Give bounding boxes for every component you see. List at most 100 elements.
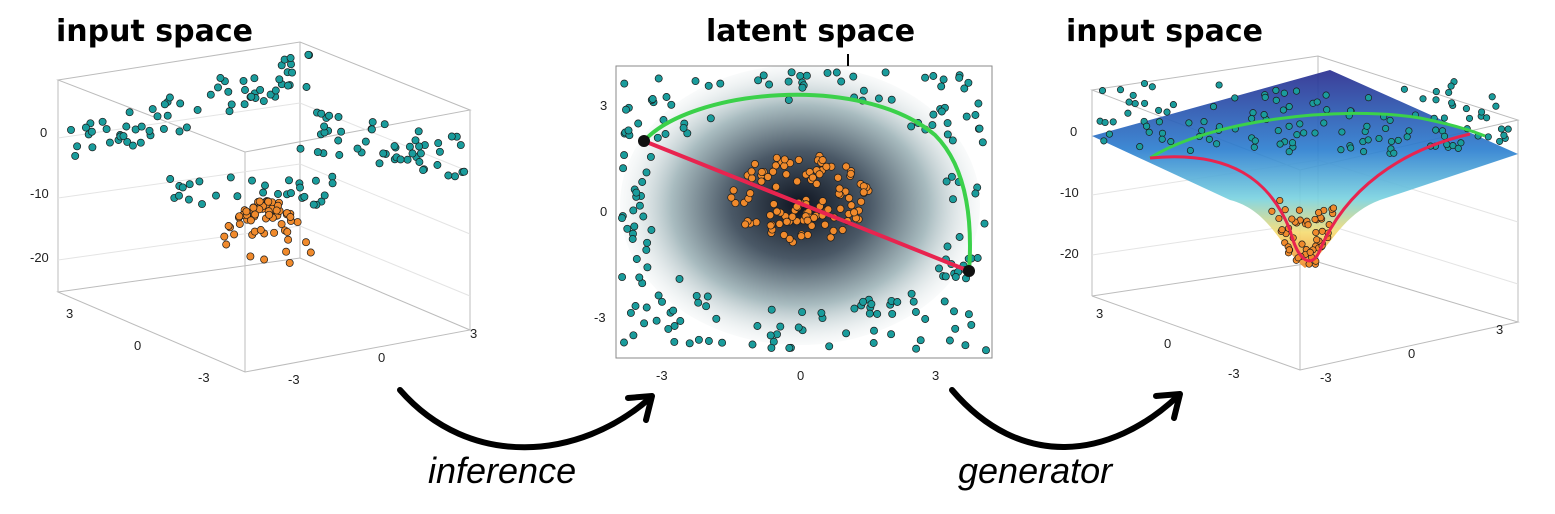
- scatter-point: [776, 322, 785, 331]
- scatter-point: [242, 207, 251, 216]
- scatter-point: [1285, 122, 1293, 130]
- scatter-point: [325, 111, 334, 120]
- scatter-point: [703, 292, 712, 301]
- scatter-point: [1312, 228, 1320, 237]
- scatter-point: [942, 177, 951, 186]
- scatter-point: [642, 245, 651, 254]
- scatter-point: [224, 87, 233, 96]
- scatter-point: [1306, 248, 1314, 256]
- scatter-point: [1337, 146, 1345, 154]
- scatter-point: [1462, 105, 1470, 113]
- scatter-point: [670, 337, 679, 346]
- scatter-point: [163, 111, 172, 120]
- scatter-point: [444, 171, 453, 180]
- scatter-point: [230, 230, 239, 239]
- scatter-point: [893, 298, 902, 306]
- scatter-point: [1405, 127, 1413, 135]
- scatter-point: [1363, 122, 1371, 130]
- scatter-point: [277, 220, 286, 229]
- scatter-point: [1101, 118, 1109, 127]
- scatter-point: [271, 86, 280, 95]
- scatter-point: [652, 316, 661, 325]
- right-orange-points: [1268, 196, 1338, 268]
- scatter-point: [1155, 106, 1163, 114]
- scatter-point: [1098, 87, 1107, 95]
- scatter-point: [239, 76, 248, 85]
- scatter-point: [415, 142, 424, 151]
- scatter-point: [630, 222, 639, 231]
- scatter-point: [945, 336, 954, 345]
- scatter-point: [1419, 95, 1427, 103]
- scatter-point: [1311, 129, 1319, 137]
- scatter-point: [664, 324, 673, 333]
- scatter-point: [1209, 103, 1218, 111]
- scatter-point: [836, 204, 845, 213]
- scatter-point: [334, 112, 343, 121]
- scatter-point: [632, 255, 641, 263]
- scatter-point: [460, 167, 469, 176]
- scatter-point: [796, 71, 805, 80]
- scatter-point: [727, 193, 736, 202]
- scatter-point: [1296, 120, 1304, 128]
- scatter-point: [940, 297, 949, 306]
- scatter-point: [447, 132, 456, 141]
- scatter-point: [361, 137, 370, 146]
- scatter-point: [379, 149, 388, 158]
- scatter-point: [1125, 98, 1133, 106]
- scatter-point: [1390, 149, 1398, 157]
- scatter-point: [803, 231, 812, 239]
- scatter-point: [1360, 148, 1368, 156]
- scatter-point: [829, 226, 838, 235]
- scatter-point: [1268, 207, 1276, 215]
- scatter-point: [818, 197, 827, 206]
- scatter-point: [266, 90, 275, 99]
- scatter-point: [881, 68, 890, 77]
- scatter-point: [642, 303, 651, 312]
- scatter-point: [702, 302, 711, 311]
- scatter-point: [451, 172, 459, 181]
- scatter-point: [285, 258, 294, 267]
- scatter-point: [456, 141, 465, 150]
- scatter-point: [832, 68, 841, 77]
- scatter-point: [1323, 106, 1331, 114]
- scatter-point: [632, 188, 641, 197]
- scatter-point: [1300, 129, 1308, 137]
- scatter-point: [834, 173, 842, 182]
- latent-x-tick-2: -3: [656, 368, 668, 383]
- scatter-point: [1364, 136, 1372, 144]
- scatter-point: [1497, 125, 1506, 133]
- scatter-point: [368, 118, 377, 127]
- scatter-point: [282, 247, 291, 256]
- scatter-point: [286, 213, 295, 221]
- scatter-point: [225, 107, 234, 116]
- scatter-point: [916, 336, 925, 345]
- scatter-point: [785, 344, 794, 352]
- scatter-point: [1148, 83, 1156, 91]
- scatter-point: [317, 109, 326, 118]
- scatter-point: [1261, 93, 1269, 101]
- scatter-point: [980, 219, 989, 228]
- scatter-point: [1488, 93, 1496, 101]
- scatter-point: [159, 124, 168, 133]
- scatter-point: [964, 310, 973, 319]
- left-z-tick-2: -20: [30, 250, 49, 265]
- scatter-point: [658, 297, 666, 306]
- scatter-point: [415, 158, 424, 166]
- scatter-point: [296, 183, 304, 192]
- scatter-point: [955, 73, 964, 82]
- scatter-point: [911, 308, 920, 316]
- scatter-point: [251, 210, 260, 219]
- scatter-point: [286, 54, 295, 62]
- scatter-point: [283, 227, 292, 236]
- scatter-point: [145, 126, 154, 135]
- scatter-point: [955, 233, 964, 241]
- scatter-point: [1320, 119, 1328, 127]
- left-x-tick-1: 0: [134, 338, 141, 353]
- scatter-point: [629, 331, 638, 340]
- scatter-point: [873, 310, 882, 318]
- scatter-point: [767, 305, 776, 314]
- scatter-point: [435, 147, 444, 156]
- scatter-point: [222, 240, 231, 249]
- scatter-point: [808, 173, 817, 182]
- scatter-point: [815, 170, 824, 179]
